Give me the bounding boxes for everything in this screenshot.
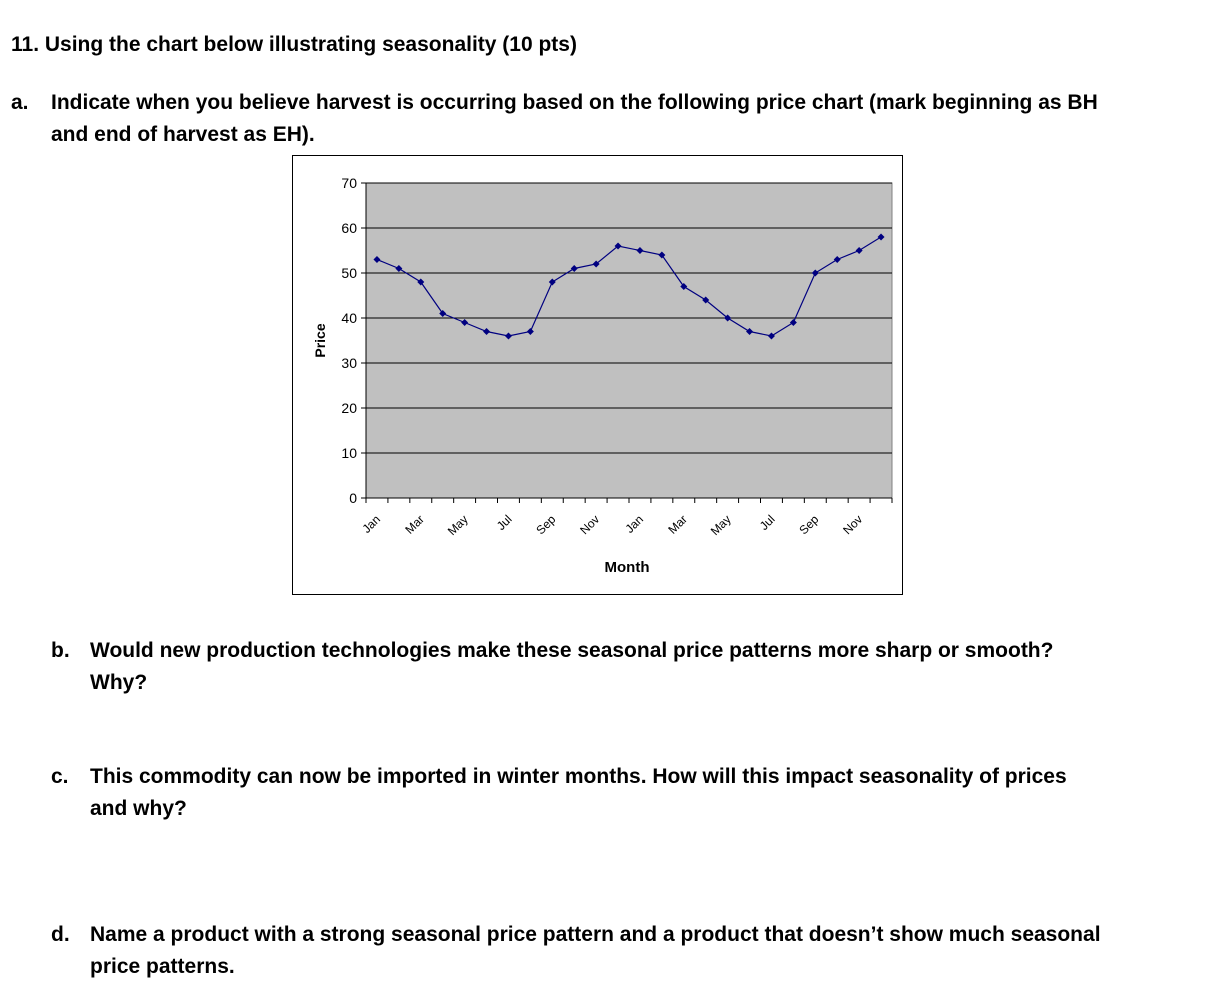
part-c-letter: c. — [51, 765, 69, 788]
data-point-marker — [483, 328, 491, 335]
x-tick-label: Jan — [622, 512, 646, 536]
chart-svg: 0 10 20 30 40 50 60 70 Jan Mar May Jul Sep Nov Jan Mar M… — [312, 175, 893, 576]
data-point-marker — [724, 314, 732, 322]
part-b-text: Would new production technologies make t… — [90, 639, 1054, 662]
x-tick-label: Nov — [840, 512, 865, 537]
plot-area — [365, 182, 893, 499]
data-point-marker — [811, 269, 819, 277]
data-point-marker — [548, 278, 556, 286]
data-point-marker — [767, 332, 775, 340]
part-a-text-line2: and end of harvest as EH). — [51, 123, 315, 146]
x-tick-label: Jul — [757, 512, 778, 533]
data-point-marker — [461, 319, 469, 326]
y-tick-label: 50 — [341, 265, 357, 281]
data-point-marker — [680, 283, 688, 290]
part-c-text-line2: and why? — [90, 797, 187, 820]
x-tick-label: May — [445, 512, 471, 538]
y-tick-label: 0 — [349, 490, 357, 506]
data-point-marker — [570, 265, 578, 272]
part-a-text: Indicate when you believe harvest is occ… — [51, 91, 1098, 114]
data-point-marker — [855, 247, 863, 254]
data-point-marker — [833, 256, 841, 263]
y-tick-label: 20 — [341, 400, 357, 416]
y-tick-label: 40 — [341, 310, 357, 326]
x-tick-label: Sep — [796, 512, 821, 537]
data-point-marker — [636, 247, 644, 254]
data-point-marker — [614, 242, 622, 250]
part-d-text: Name a product with a strong seasonal pr… — [90, 923, 1101, 946]
x-tick-label: Mar — [665, 512, 690, 537]
part-b-letter: b. — [51, 639, 70, 662]
price-chart: 0 10 20 30 40 50 60 70 Jan Mar May Jul Sep Nov Jan Mar M… — [292, 155, 903, 595]
data-point-marker — [439, 310, 447, 317]
x-tick-label: May — [708, 512, 734, 538]
x-axis-title: Month — [605, 559, 650, 576]
data-point-marker — [746, 328, 754, 335]
data-point-marker — [658, 251, 666, 259]
part-d-text-line2: price patterns. — [90, 955, 235, 978]
y-tick-label: 30 — [341, 355, 357, 371]
data-point-marker — [373, 256, 381, 263]
part-c-text: This commodity can now be imported in wi… — [90, 765, 1067, 788]
data-point-marker — [592, 260, 600, 268]
data-point-marker — [877, 233, 885, 241]
data-point-marker — [526, 328, 534, 335]
part-d-letter: d. — [51, 923, 70, 946]
part-b-text-line2: Why? — [90, 671, 148, 694]
data-point-marker — [504, 332, 512, 340]
data-point-marker — [789, 319, 797, 326]
question-title: 11. Using the chart below illustrating s… — [11, 33, 577, 56]
y-tick-label: 60 — [341, 220, 357, 236]
y-axis-title: Price — [312, 323, 328, 357]
data-point-marker — [395, 265, 403, 272]
x-tick-label: Jan — [359, 512, 383, 536]
price-series-line — [376, 236, 882, 337]
x-tick-label: Jul — [494, 512, 515, 533]
x-tick-label: Sep — [533, 512, 558, 537]
y-tick-label: 70 — [341, 175, 357, 191]
part-a-letter: a. — [11, 91, 29, 114]
y-tick-label: 10 — [341, 445, 357, 461]
x-tick-label: Mar — [402, 512, 427, 537]
data-point-marker — [702, 296, 710, 304]
x-tick-label: Nov — [577, 512, 602, 537]
